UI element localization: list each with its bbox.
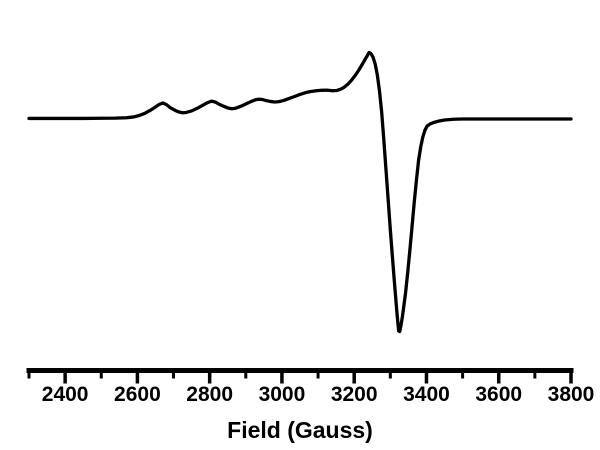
x-tick-label: 3800 [548, 383, 595, 406]
x-axis-title: Field (Gauss) [227, 417, 373, 443]
x-tick-label: 2800 [186, 383, 233, 406]
x-axis: 2400 2600 2800 3000 3200 3400 3600 3800 Field (… [26, 368, 595, 443]
x-tick-label: 2400 [42, 383, 89, 406]
x-axis-tick-labels: 2400 2600 2800 3000 3200 3400 3600 3800 [42, 383, 595, 406]
x-tick-label: 3000 [259, 383, 306, 406]
spectrum-curve [27, 50, 573, 334]
x-tick-label: 3600 [475, 383, 522, 406]
x-tick-label: 3200 [331, 383, 378, 406]
x-tick-label: 2600 [114, 383, 161, 406]
x-axis-major-ticks [63, 370, 573, 384]
x-axis-minor-ticks [27, 370, 537, 379]
x-tick-label: 3400 [403, 383, 450, 406]
